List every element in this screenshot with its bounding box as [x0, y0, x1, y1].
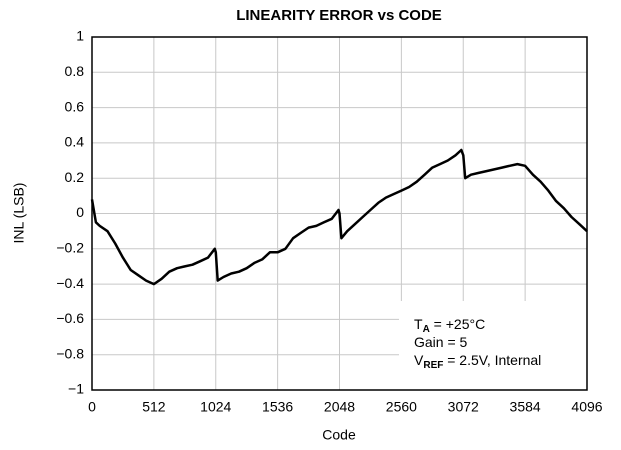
- y-tick-label: 0.2: [65, 169, 85, 185]
- y-tick-label: 0.6: [65, 98, 85, 114]
- x-tick-label: 4096: [571, 399, 602, 415]
- y-tick-label: −0.6: [56, 310, 84, 326]
- annotation-main: V: [414, 352, 424, 368]
- x-tick-label: 3072: [448, 399, 479, 415]
- annotation-sub: A: [423, 324, 430, 335]
- annotation-text: VREF = 2.5V, Internal: [414, 352, 541, 371]
- annotation-sub: REF: [423, 360, 443, 371]
- y-tick-label: −1: [68, 381, 84, 397]
- chart-title: LINEARITY ERROR vs CODE: [236, 7, 442, 24]
- y-tick-label: −0.4: [56, 275, 84, 291]
- x-tick-label: 1536: [262, 399, 293, 415]
- annotation-rest: = 2.5V, Internal: [443, 352, 541, 368]
- annotation-text: TA = +25°C: [414, 316, 485, 335]
- x-tick-label: 2560: [386, 399, 417, 415]
- x-tick-label: 512: [142, 399, 166, 415]
- annotation-box: [399, 301, 587, 390]
- data-line: [90, 148, 588, 286]
- y-tick-label: −0.2: [56, 240, 84, 256]
- annotation-rest: = +25°C: [430, 316, 485, 332]
- x-tick-label: 0: [88, 399, 96, 415]
- plot-frame: [91, 36, 588, 391]
- y-tick-label: 0.8: [65, 63, 85, 79]
- x-axis-label: Code: [322, 427, 356, 443]
- x-tick-label: 2048: [324, 399, 355, 415]
- annotation-main: T: [414, 316, 423, 332]
- annotation-text: Gain = 5: [414, 334, 468, 350]
- y-tick-label: 1: [76, 28, 84, 44]
- y-tick-label: −0.8: [56, 345, 84, 361]
- y-tick-label: 0.4: [65, 134, 85, 150]
- x-tick-label: 1024: [200, 399, 231, 415]
- y-tick-label: 0: [76, 204, 84, 220]
- y-axis-label: INL (LSB): [11, 183, 27, 244]
- x-tick-label: 3584: [510, 399, 541, 415]
- annotation-main: Gain = 5: [414, 334, 468, 350]
